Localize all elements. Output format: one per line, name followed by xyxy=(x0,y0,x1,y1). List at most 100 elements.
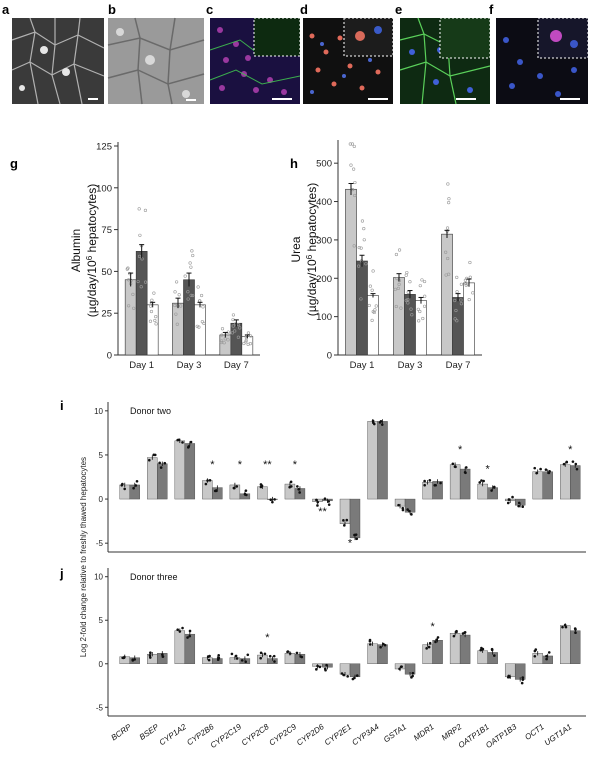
panel-label-i: i xyxy=(60,398,64,413)
y-tick-label: 300 xyxy=(316,235,332,246)
data-point xyxy=(490,489,493,492)
data-point xyxy=(459,302,463,306)
data-point xyxy=(134,484,138,487)
data-point xyxy=(207,658,211,662)
bar xyxy=(542,471,553,500)
data-point xyxy=(297,487,300,491)
data-point xyxy=(234,654,238,658)
data-point xyxy=(371,269,375,273)
data-point xyxy=(153,318,157,323)
data-point xyxy=(273,498,276,501)
bar xyxy=(349,498,361,539)
data-point xyxy=(188,634,192,638)
data-point xyxy=(548,469,551,473)
data-point xyxy=(235,485,239,488)
data-point xyxy=(445,226,450,230)
micrograph-e-inset xyxy=(439,17,491,59)
bar xyxy=(202,480,213,500)
data-point xyxy=(121,656,125,660)
data-point xyxy=(346,675,349,678)
data-point xyxy=(353,193,357,198)
micrograph-f-inset-cell xyxy=(550,30,562,42)
data-point xyxy=(373,308,377,312)
data-point xyxy=(420,278,424,282)
bar xyxy=(452,297,464,356)
data-point xyxy=(149,309,154,314)
data-point xyxy=(176,628,180,631)
data-point xyxy=(143,280,148,284)
data-point xyxy=(480,479,483,482)
micrograph-a-image xyxy=(12,18,104,104)
bar xyxy=(463,282,475,356)
bar xyxy=(570,630,581,664)
data-point xyxy=(352,144,356,149)
data-point xyxy=(367,303,371,308)
data-point xyxy=(315,498,318,502)
data-point xyxy=(299,655,302,658)
data-point xyxy=(545,654,548,658)
data-point xyxy=(360,219,365,223)
data-point xyxy=(298,491,301,494)
significance-star: * xyxy=(486,464,491,476)
x-tick-label: Day 3 xyxy=(177,360,202,371)
data-point xyxy=(428,641,432,645)
data-point xyxy=(197,325,201,329)
data-point xyxy=(230,331,234,335)
data-point xyxy=(233,486,236,490)
data-point xyxy=(368,639,372,643)
data-point xyxy=(318,665,322,669)
bar xyxy=(135,251,148,356)
data-point xyxy=(433,483,437,487)
data-point xyxy=(421,316,425,321)
gene-label: CYP2E1 xyxy=(323,722,353,747)
data-point xyxy=(186,636,189,639)
micrograph-a-cells xyxy=(11,17,105,105)
data-point xyxy=(327,500,330,503)
data-point xyxy=(226,332,230,336)
data-point xyxy=(521,676,525,679)
bar xyxy=(339,498,351,524)
data-point xyxy=(482,479,485,483)
data-point xyxy=(401,506,405,510)
data-point xyxy=(374,304,378,308)
data-point xyxy=(231,324,235,328)
bar xyxy=(147,457,158,500)
data-point xyxy=(126,278,131,282)
data-point xyxy=(468,275,472,279)
data-point xyxy=(561,625,564,629)
data-point xyxy=(348,142,352,146)
bar xyxy=(174,440,186,500)
data-point xyxy=(269,498,273,501)
data-point xyxy=(189,265,193,269)
data-point xyxy=(196,285,200,289)
data-point xyxy=(411,674,414,678)
data-point xyxy=(563,623,567,627)
data-point xyxy=(353,533,356,537)
bar xyxy=(459,634,471,664)
data-point xyxy=(368,643,372,646)
micrograph-d-inset-nucleus xyxy=(374,26,382,34)
data-point xyxy=(206,479,209,482)
data-point xyxy=(397,503,400,507)
data-point xyxy=(152,291,156,295)
data-point xyxy=(435,638,438,641)
data-point xyxy=(189,293,193,297)
data-point xyxy=(465,276,469,280)
data-point xyxy=(175,322,179,326)
data-point xyxy=(138,233,142,237)
data-point xyxy=(220,333,224,337)
data-point xyxy=(315,668,318,671)
micrograph-a-nucleus xyxy=(40,46,48,54)
y-tick-label: 0 xyxy=(99,495,104,504)
data-point xyxy=(121,482,124,486)
data-point xyxy=(408,280,412,284)
data-point xyxy=(397,248,402,252)
data-point xyxy=(345,518,349,522)
y-axis-title-units: (µg/day/106 hepatocytes) xyxy=(305,183,319,316)
data-point xyxy=(202,321,206,325)
data-point xyxy=(508,675,511,679)
micrograph-d-signal xyxy=(309,33,381,91)
data-point xyxy=(517,504,520,508)
data-point xyxy=(288,485,291,489)
bar xyxy=(560,464,571,500)
